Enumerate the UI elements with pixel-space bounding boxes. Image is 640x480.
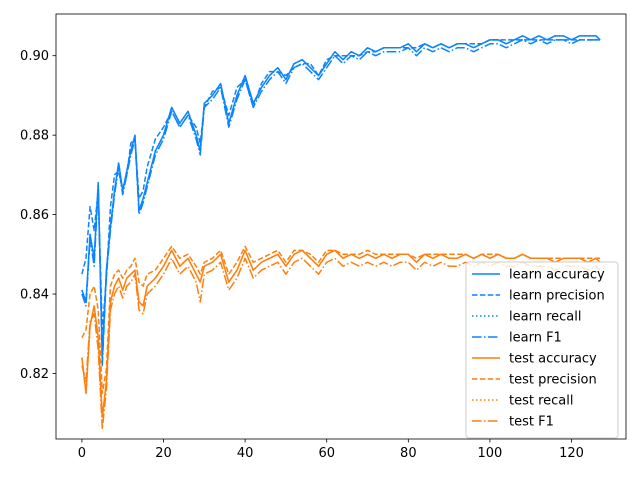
legend-label-test-recall: test recall — [509, 394, 574, 409]
x-tick-label: 60 — [318, 446, 335, 461]
series-line-learn-recall — [81, 35, 601, 359]
axes-layer: 0 20 40 60 80 100 120 0.82 0.84 0.86 0.88 0.90 — [20, 13, 627, 461]
series-line-learn-precision — [81, 39, 601, 331]
y-tick-label: 0.90 — [20, 49, 49, 64]
legend-label-test-precision: test precision — [509, 373, 597, 388]
legend: learn accuracy learn precision learn recal… — [465, 261, 619, 439]
series-layer — [81, 35, 601, 430]
legend-label-learn-precision: learn precision — [509, 289, 605, 304]
y-tick-label: 0.84 — [20, 288, 49, 303]
legend-label-learn-accuracy: learn accuracy — [509, 268, 605, 283]
legend-label-learn-f1: learn F1 — [509, 331, 562, 346]
x-tick-label: 0 — [78, 446, 86, 461]
x-tick-label: 20 — [155, 446, 172, 461]
y-tick-label: 0.86 — [20, 208, 49, 223]
x-tick-label: 80 — [400, 446, 417, 461]
series-line-learn-f1 — [81, 39, 601, 367]
y-tick-label: 0.82 — [20, 367, 49, 382]
x-tick-label: 100 — [478, 446, 503, 461]
legend-box — [465, 261, 619, 439]
x-tick-label: 120 — [559, 446, 584, 461]
series-line-test-recall — [81, 249, 601, 418]
legend-label-test-accuracy: test accuracy — [509, 352, 597, 367]
series-line-test-f1 — [81, 257, 601, 430]
axes-frame — [55, 13, 627, 440]
legend-label-learn-recall: learn recall — [509, 310, 581, 325]
series-line-test-precision — [81, 245, 601, 395]
x-tick-label: 40 — [237, 446, 254, 461]
y-tick-label: 0.88 — [20, 129, 49, 144]
legend-label-test-f1: test F1 — [509, 415, 554, 430]
